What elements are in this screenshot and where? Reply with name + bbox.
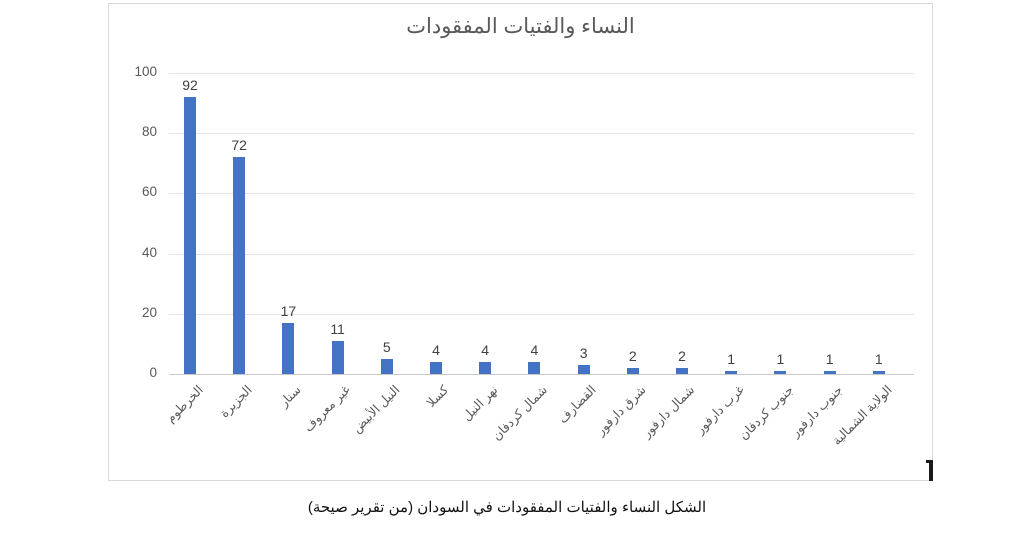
gridline [169, 73, 914, 74]
bar-value-label: 3 [579, 345, 588, 361]
figure-caption: الشكل النساء والفتيات المفقودات في السود… [307, 499, 707, 516]
bar [676, 368, 688, 374]
y-tick-label: 80 [141, 124, 157, 140]
bar [282, 323, 295, 374]
bar [184, 97, 196, 374]
bar-value-label: 4 [481, 342, 490, 358]
bar [430, 362, 442, 374]
bar-value-label: 92 [182, 77, 198, 93]
chart-title: النساء والفتيات المفقودات [406, 15, 635, 38]
gridline [169, 253, 914, 255]
y-tick-label: 20 [141, 304, 157, 320]
bar-value-label: 4 [432, 342, 440, 358]
gridline [169, 313, 914, 315]
x-tick-label: غير معروف [301, 382, 354, 435]
y-tick-label: 40 [141, 244, 157, 260]
plot-area: 0 20 40 60 80 100 92 الخرطوم 72 الجزيرة 17 سنار 11 غي… [109, 4, 932, 480]
gridline [169, 193, 914, 195]
bar [774, 371, 787, 374]
bar [528, 362, 541, 374]
bar-value-label: 2 [628, 348, 637, 364]
bar [233, 157, 246, 374]
x-axis-line [169, 374, 914, 375]
gridline [169, 133, 914, 135]
x-tick-label: الخرطوم [162, 382, 206, 426]
y-tick-label: 0 [149, 365, 157, 380]
y-tick-label: 60 [141, 184, 157, 200]
bar-value-label: 1 [727, 351, 736, 367]
bar-value-label: 11 [330, 321, 345, 337]
bar [725, 371, 738, 374]
bar [479, 362, 492, 374]
bar-value-label: 2 [678, 348, 686, 364]
bar-value-label: 72 [231, 137, 247, 153]
x-tick-label: نهر النيل [459, 382, 501, 424]
x-tick-label: سنار [277, 382, 305, 410]
bar-value-label: 5 [382, 339, 391, 355]
x-tick-label: النيل الأبيض [349, 382, 403, 436]
chart-area: النساء والفتيات المفقودات 0 20 40 60 80 100 92… [108, 3, 933, 481]
text-cursor-mark [926, 460, 933, 481]
bar [626, 368, 639, 374]
bar [577, 365, 590, 374]
bar [823, 371, 836, 374]
bar [872, 371, 885, 374]
bar-value-label: 4 [530, 342, 539, 358]
bar-value-label: 1 [825, 351, 834, 367]
x-tick-label: كسلا [424, 382, 452, 410]
bar [380, 359, 393, 374]
bar-value-label: 17 [280, 303, 297, 319]
bar-value-label: 1 [776, 351, 785, 367]
bar [331, 341, 344, 374]
x-tick-label: شمال دارفور [639, 382, 698, 441]
x-tick-label: الجزيرة [217, 382, 255, 421]
bar-value-label: 1 [874, 351, 883, 367]
x-tick-label: القضارف [555, 382, 600, 427]
y-tick-label: 100 [134, 64, 157, 79]
